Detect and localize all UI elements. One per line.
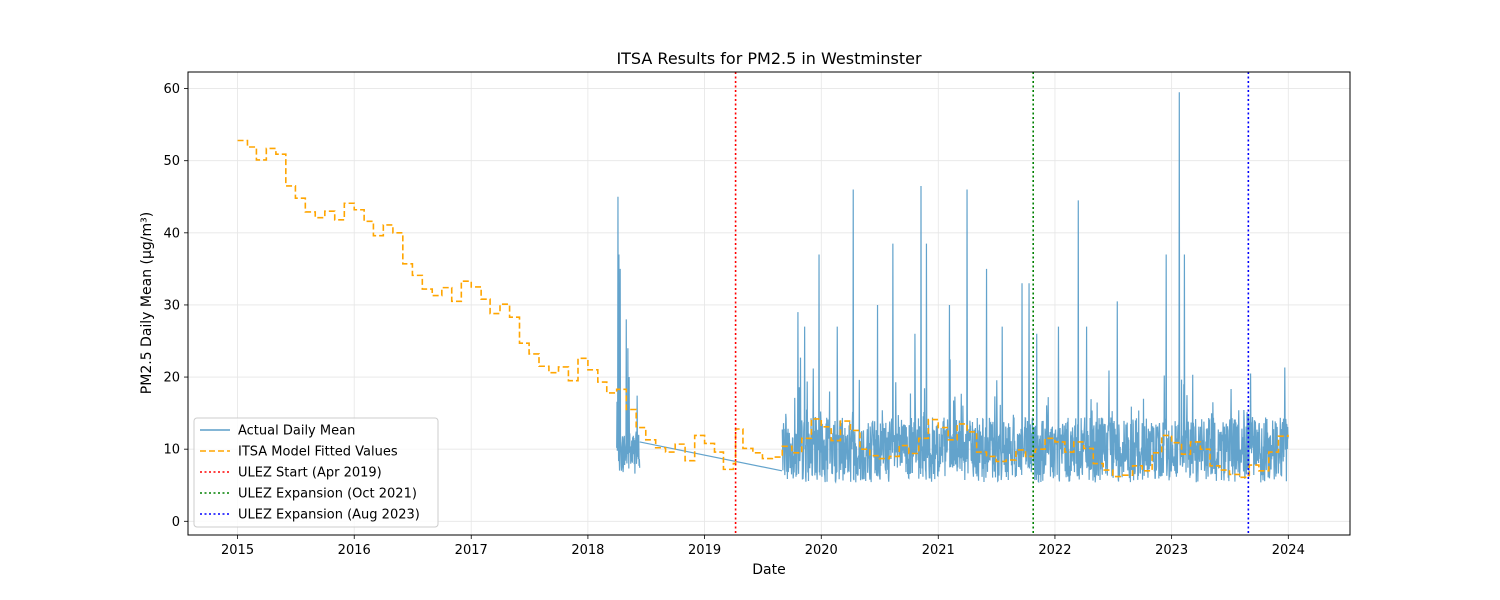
actual-daily-mean-line bbox=[616, 196, 641, 474]
x-tick-label: 2020 bbox=[805, 543, 838, 558]
x-tick-label: 2015 bbox=[221, 543, 254, 558]
x-tick-label: 2021 bbox=[922, 543, 955, 558]
x-tick-label: 2024 bbox=[1272, 543, 1305, 558]
grid-lines bbox=[188, 72, 1350, 535]
itsa-fitted-line bbox=[237, 139, 1289, 479]
y-tick-label: 0 bbox=[172, 515, 180, 530]
x-tick-label: 2023 bbox=[1155, 543, 1188, 558]
legend-label: ULEZ Start (Apr 2019) bbox=[238, 466, 382, 481]
y-tick-label: 10 bbox=[163, 443, 180, 458]
axis-ticks: 2015 2016 2017 2018 2019 2020 2021 2022 2023 2024… bbox=[163, 82, 1304, 558]
y-tick-label: 30 bbox=[163, 298, 180, 313]
x-axis-label: Date bbox=[752, 562, 785, 578]
ulez-lines bbox=[734, 72, 1250, 535]
x-tick-label: 2018 bbox=[571, 543, 604, 558]
legend-label: ULEZ Expansion (Aug 2023) bbox=[238, 508, 420, 523]
plot-frame bbox=[187, 71, 1351, 536]
legend-label: ITSA Model Fitted Values bbox=[238, 445, 398, 460]
x-tick-label: 2022 bbox=[1038, 543, 1071, 558]
y-tick-label: 60 bbox=[163, 82, 180, 97]
series-layer bbox=[237, 92, 1289, 484]
actual-daily-mean-line bbox=[781, 92, 1289, 484]
legend-box bbox=[193, 417, 439, 528]
x-tick-label: 2019 bbox=[688, 543, 721, 558]
y-tick-label: 20 bbox=[163, 371, 180, 386]
x-tick-label: 2017 bbox=[455, 543, 488, 558]
y-tick-label: 50 bbox=[163, 154, 180, 169]
x-tick-label: 2016 bbox=[338, 543, 371, 558]
actual-daily-mean-line bbox=[639, 441, 783, 472]
legend-label: Actual Daily Mean bbox=[238, 424, 355, 439]
legend: Actual Daily Mean ITSA Model Fitted Value… bbox=[193, 417, 439, 528]
legend-label: ULEZ Expansion (Oct 2021) bbox=[238, 487, 417, 502]
y-axis-label: PM2.5 Daily Mean (µg/m³) bbox=[139, 212, 155, 394]
y-tick-label: 40 bbox=[163, 226, 180, 241]
chart-title: ITSA Results for PM2.5 in Westminster bbox=[616, 49, 922, 68]
